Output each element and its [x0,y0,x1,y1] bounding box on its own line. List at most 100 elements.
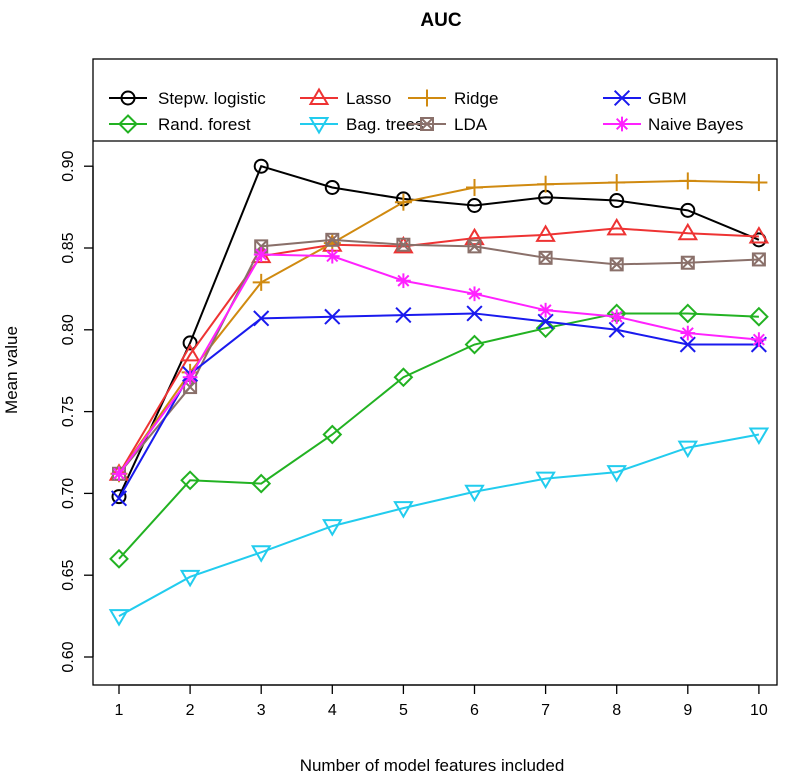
series-line-lasso [118,227,759,475]
legend-item-naive-bayes: Naive Bayes [603,115,743,134]
data-point-bag-trees [108,609,130,627]
y-axis-label: Mean value [2,326,21,414]
data-point-stepw-logistic [111,489,127,505]
data-point-bag-trees [393,501,414,519]
data-point-rand-forest [180,470,201,491]
data-point-lasso [464,227,485,246]
data-point-bag-trees [179,569,201,588]
series-layer [108,158,770,627]
data-point-gbm [466,305,483,322]
data-point-lda [538,250,553,265]
data-point-naive-bayes [396,273,411,289]
data-point-gbm [608,321,625,338]
legend-marker [614,116,630,132]
data-point-ridge [252,273,270,291]
series-rand-forest [109,303,769,569]
x-tick-label: 10 [750,702,768,719]
data-point-stepw-logistic [609,193,625,209]
legend-item-lda: LDA [408,115,488,134]
legend-label: GBM [648,89,687,108]
data-point-rand-forest [393,367,414,388]
legend-marker [418,89,436,107]
data-point-bag-trees [464,484,485,503]
series-line-bag-trees [118,433,760,617]
legend-item-bag-trees: Bag. trees [300,115,424,135]
series-line-lda [118,238,759,475]
data-point-bag-trees [606,465,627,483]
data-point-naive-bayes [324,248,340,264]
x-tick-label: 7 [541,702,550,719]
data-point-lasso [748,226,770,244]
y-tick-label: 0.65 [60,560,77,591]
legend-marker [308,117,330,135]
data-point-bag-trees [535,471,556,490]
x-tick-label: 6 [470,702,479,719]
legend-label: Stepw. logistic [158,89,266,108]
data-point-naive-bayes [751,332,767,347]
data-point-gbm [679,336,696,353]
data-point-lda [680,255,695,270]
series-naive-bayes [111,247,767,482]
data-point-naive-bayes [538,302,553,318]
data-point-gbm [110,490,128,507]
y-tick-label: 0.60 [60,641,77,672]
legend-item-stepw-logistic: Stepw. logistic [109,89,266,108]
x-tick-label: 9 [683,702,692,719]
x-axis: 1 2 3 4 5 6 7 8 9 10 [115,684,768,719]
data-point-rand-forest [322,424,343,445]
data-point-lasso [606,217,627,236]
data-point-gbm [324,308,341,325]
data-point-rand-forest [251,473,272,494]
x-tick-label: 1 [115,702,124,719]
data-point-lasso [535,224,556,242]
data-point-naive-bayes [680,325,696,341]
data-point-naive-bayes [253,247,269,262]
chart-title: AUC [420,10,461,31]
legend-item-lasso: Lasso [300,87,391,108]
legend-marker [613,89,631,107]
x-tick-label: 8 [612,702,621,719]
data-point-rand-forest [748,306,769,327]
series-line-stepw-logistic [118,164,760,498]
legend-item-ridge: Ridge [408,89,498,108]
data-point-ridge [466,178,483,196]
data-point-stepw-logistic [253,158,269,174]
y-tick-label: 0.75 [60,396,77,427]
legend-marker [308,87,330,105]
data-point-bag-trees [748,427,770,445]
data-point-lasso [677,222,699,241]
y-tick-label: 0.90 [60,151,77,182]
legend-item-rand-forest: Rand. forest [109,114,251,134]
legend-label: Ridge [454,89,498,108]
series-line-naive-bayes [118,253,759,475]
data-point-lasso [179,343,201,362]
data-point-ridge [679,172,697,190]
x-tick-label: 4 [328,702,337,719]
y-axis: 0.60 0.65 0.70 0.75 0.80 0.85 0.90 [60,151,94,673]
legend-label: Rand. forest [158,115,251,134]
data-point-rand-forest [535,318,556,339]
legend-label: Lasso [346,89,391,108]
data-point-lda [609,257,624,272]
data-point-lda [396,237,411,252]
legend-item-gbm: GBM [603,89,687,108]
data-point-rand-forest [464,334,485,355]
data-point-ridge [537,175,555,193]
series-gbm [110,305,767,507]
series-stepw-logistic [111,158,767,505]
legend-marker [118,114,138,134]
data-point-bag-trees [322,519,343,537]
data-point-naive-bayes [111,466,127,482]
series-bag-trees [108,427,770,627]
x-tick-label: 3 [257,702,266,719]
data-point-bag-trees [677,440,699,459]
data-point-lda [751,252,766,267]
legend-label: Naive Bayes [648,115,743,134]
legend-marker [420,117,434,131]
legend-label: Bag. trees [346,115,424,134]
data-point-lda [325,232,340,247]
data-point-stepw-logistic [324,179,340,195]
data-point-rand-forest [677,303,698,324]
data-point-stepw-logistic [182,335,198,351]
